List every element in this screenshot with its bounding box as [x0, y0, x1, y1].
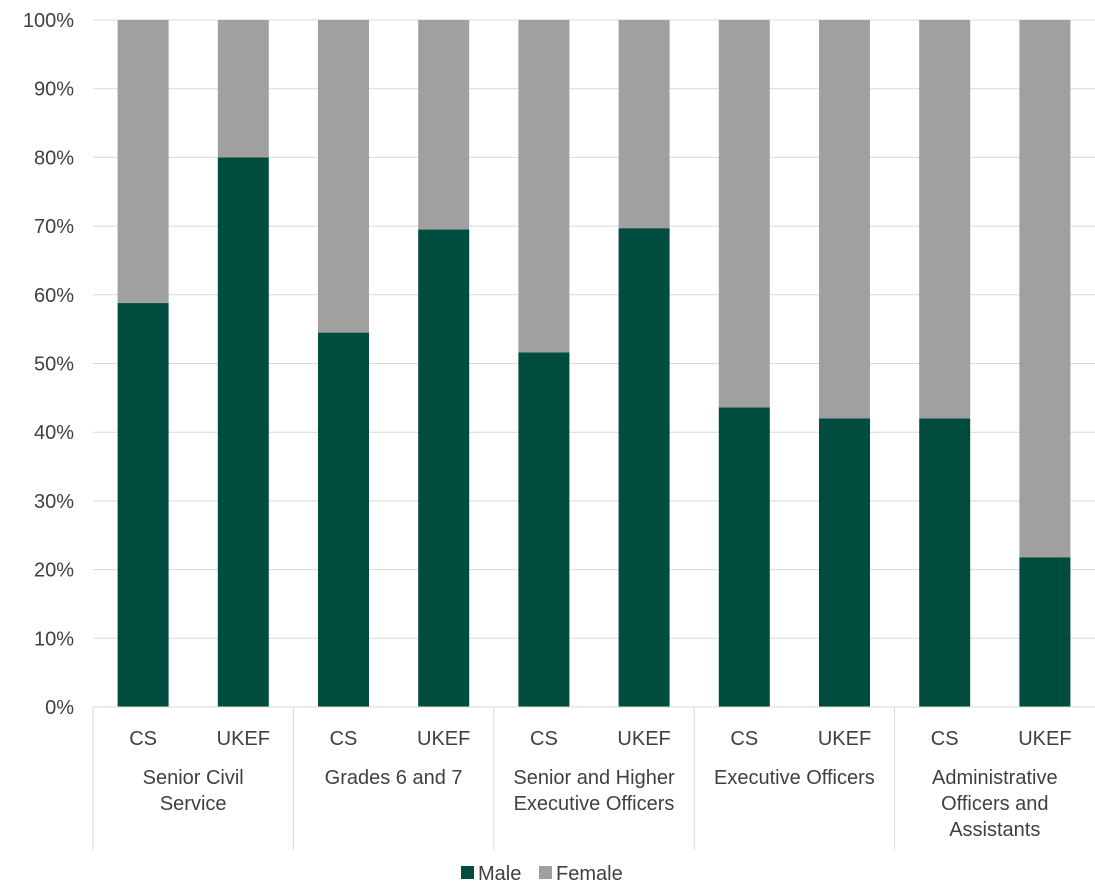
x-tick-label: UKEF	[617, 728, 670, 750]
bar-female-cs	[718, 20, 770, 408]
bar-female-ukef	[418, 20, 470, 230]
bar-male-cs	[919, 418, 971, 707]
bar-male-ukef	[217, 157, 269, 707]
bars	[117, 20, 1071, 707]
group-label: Service	[160, 793, 227, 815]
bar-female-ukef	[819, 20, 870, 419]
x-tick-label: CS	[129, 728, 157, 750]
x-tick-label: CS	[330, 728, 358, 750]
group-label: Executive Officers	[514, 793, 675, 815]
bar-male-ukef	[618, 228, 670, 707]
group-label: Senior and Higher	[513, 767, 675, 789]
y-tick-label: 70%	[34, 216, 74, 238]
x-tick-label: CS	[931, 728, 959, 750]
bar-female-ukef	[217, 20, 269, 158]
y-tick-label: 60%	[34, 285, 74, 307]
bar-female-cs	[919, 20, 971, 419]
x-tick-label: UKEF	[417, 728, 470, 750]
bar-male-ukef	[819, 418, 870, 707]
legend: Male Female	[461, 863, 623, 885]
y-tick-label: 0%	[45, 697, 74, 719]
legend-swatch-male	[461, 866, 474, 879]
group-label: Grades 6 and 7	[325, 767, 463, 789]
y-tick-label: 40%	[34, 422, 74, 444]
bar-male-cs	[318, 332, 369, 707]
bar-female-cs	[318, 20, 369, 333]
x-tick-label: UKEF	[818, 728, 871, 750]
x-tick-label: CS	[730, 728, 758, 750]
bar-female-cs	[117, 20, 169, 304]
legend-label-female: Female	[556, 863, 623, 885]
y-tick-label: 80%	[34, 147, 74, 169]
legend-label-male: Male	[478, 863, 521, 885]
bar-male-cs	[718, 407, 770, 707]
x-tick-label: UKEF	[217, 728, 270, 750]
group-label: Senior Civil	[143, 767, 244, 789]
legend-swatch-female	[539, 866, 552, 879]
group-label: Assistants	[949, 819, 1040, 841]
bar-male-ukef	[418, 229, 470, 707]
y-tick-label: 100%	[23, 10, 74, 32]
bar-female-ukef	[618, 20, 670, 229]
bar-male-cs	[117, 303, 169, 707]
y-tick-label: 90%	[34, 79, 74, 101]
y-tick-label: 10%	[34, 628, 74, 650]
group-label: Officers and	[941, 793, 1048, 815]
bar-female-cs	[518, 20, 570, 353]
y-tick-label: 30%	[34, 491, 74, 513]
y-tick-label: 20%	[34, 560, 74, 582]
y-tick-label: 50%	[34, 354, 74, 376]
axes: 0% 10% 20% 30% 40% 50% 60% 70% 80% 90% 100% CS UKEF C…	[23, 10, 1095, 850]
bar-male-ukef	[1019, 557, 1071, 707]
bar-male-cs	[518, 352, 570, 707]
x-tick-label: UKEF	[1018, 728, 1071, 750]
bar-female-ukef	[1019, 20, 1071, 558]
x-tick-label: CS	[530, 728, 558, 750]
group-label: Executive Officers	[714, 767, 875, 789]
group-label: Administrative	[932, 767, 1058, 789]
